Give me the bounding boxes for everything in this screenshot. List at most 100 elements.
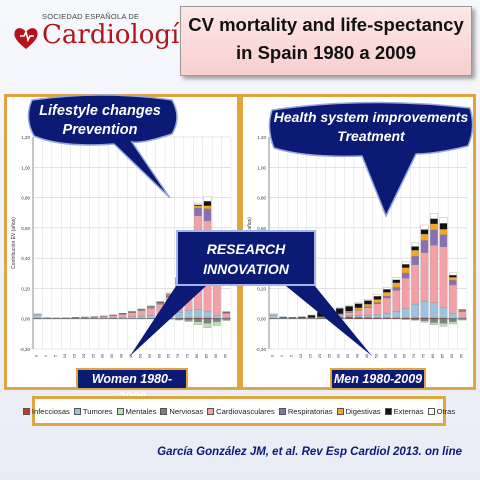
men-negbar-nerviosas: [439, 318, 448, 324]
legend-label: Tumores: [82, 406, 113, 416]
legend-swatch: [278, 407, 286, 415]
legend-label: Digestivas: [345, 406, 381, 416]
women-xtick-label: 55: [147, 353, 152, 358]
men-xtick-label: 60: [392, 353, 397, 358]
women-xtick-label: 35: [109, 353, 114, 358]
women-ytick-label: 0,00: [21, 317, 30, 322]
men-bar-respiratorias: [420, 240, 429, 253]
legend-item-otras: Otras: [427, 407, 455, 416]
men-bar-digestivas: [449, 277, 457, 281]
women-xtick-label: 30: [100, 353, 105, 358]
women-bar-cardiovasculares: [99, 316, 108, 318]
men-bar-cardiovasculares: [420, 252, 429, 302]
women-bar-otras: [147, 305, 155, 307]
women-bar-otras: [33, 313, 42, 315]
men-bar-externas: [430, 218, 438, 225]
men-bar-digestivas: [420, 233, 429, 241]
men-bar-tumores: [430, 302, 438, 318]
legend-label: Infecciosas: [31, 406, 70, 416]
men-bar-otras: [383, 287, 391, 290]
men-ytick-label: 1,00: [257, 165, 266, 170]
legend-item-digestivas: Digestivas: [336, 406, 381, 416]
women-bar-otras: [203, 196, 212, 202]
legend-item-infecciosas: Infecciosas: [22, 406, 70, 416]
men-bar-digestivas: [383, 292, 391, 297]
men-xtick-label: 35: [345, 353, 350, 358]
men-bar-otras: [335, 307, 344, 309]
men-bar-digestivas: [430, 223, 438, 231]
men-bar-otras: [373, 294, 382, 297]
legend-swatch: [116, 407, 124, 415]
women-bar-cardiovasculares: [90, 316, 99, 319]
men-xtick-label: 70: [411, 353, 416, 358]
men-bar-otras: [401, 261, 410, 265]
health-bubble: Health system improvements Treatment: [268, 108, 474, 146]
men-xtick-label: 0: [270, 354, 275, 357]
men-bar-otras: [364, 299, 372, 301]
citation: García González JM, et al. Rev Esp Cardi…: [157, 446, 462, 458]
men-xtick-label: 1: [279, 354, 284, 357]
men-bar-externas: [401, 264, 410, 268]
women-xtick-label: 60: [156, 353, 161, 358]
women-bar-digestivas: [203, 205, 212, 209]
men-label: Men 1980-2009: [330, 368, 426, 390]
men-bar-otras: [345, 305, 353, 307]
legend-label: Cardiovasculares: [216, 406, 275, 416]
men-xtick-label: 95: [458, 353, 463, 358]
men-bar-respiratorias: [383, 296, 391, 299]
men-xtick-label: 80: [430, 353, 435, 358]
women-xtick-label: 50: [137, 353, 142, 358]
men-bar-respiratorias: [449, 280, 457, 286]
men-xtick-label: 45: [364, 353, 369, 358]
logo: SOCIEDAD ESPAÑOLA DE Cardiología: [8, 10, 195, 60]
women-xtick-label: 65: [166, 353, 171, 358]
logo-main-text: Cardiología: [42, 20, 195, 50]
women-ytick-label: 1,00: [21, 165, 30, 170]
men-bar-externas: [383, 289, 391, 293]
legend-swatch: [22, 407, 30, 415]
men-bar-tumores: [439, 307, 448, 319]
men-bar-externas: [392, 279, 401, 283]
men-bar-respiratorias: [439, 234, 448, 247]
women-ytick-label: -0,20: [20, 347, 31, 352]
men-bar-respiratorias: [458, 310, 467, 312]
men-bar-respiratorias: [430, 229, 438, 246]
men-negbar-mentales: [439, 323, 448, 327]
legend-item-externas: Externas: [384, 407, 424, 416]
men-bar-externas: [439, 223, 448, 230]
men-bar-cardiovasculares: [458, 311, 467, 318]
men-bar-otras: [411, 242, 419, 247]
men-bar-digestivas: [411, 250, 419, 257]
legend-swatch: [336, 407, 344, 415]
men-negbar-nerviosas: [430, 318, 438, 323]
research-innovation-box: RESEARCH INNOVATION: [176, 230, 316, 286]
men-xtick-label: 90: [449, 353, 454, 358]
legend-swatch: [207, 407, 215, 415]
men-ytick-label: 0,00: [257, 317, 266, 322]
legend-label: Respiratorias: [287, 406, 333, 416]
lifestyle-bubble: Lifestyle changes Prevention: [28, 102, 172, 140]
women-xtick-label: 45: [128, 353, 133, 358]
men-bar-otras: [439, 217, 448, 224]
men-xtick-label: 25: [326, 353, 331, 358]
men-xtick-label: 20: [317, 353, 322, 358]
men-negbar-mentales: [449, 321, 457, 325]
legend-item-nerviosas: Nerviosas: [160, 407, 203, 416]
women-xtick-label: 40: [119, 353, 124, 358]
health-bubble-line-2: Treatment: [337, 128, 405, 144]
women-negbar-mentales: [222, 319, 231, 321]
women-bar-tumores: [33, 314, 42, 319]
men-bar-tumores: [449, 313, 457, 319]
men-bar-cardiovasculares: [430, 244, 438, 303]
men-bar-digestivas: [439, 229, 448, 235]
men-bar-cardiovasculares: [392, 290, 401, 312]
legend-item-cardiovasculares: Cardiovasculares: [207, 407, 275, 416]
men-bar-respiratorias: [411, 256, 419, 265]
men-bar-cardiovasculares: [449, 284, 457, 314]
women-negbar-mentales: [184, 320, 193, 322]
women-xtick-label: 70: [175, 353, 180, 358]
legend-label: Nerviosas: [169, 406, 204, 416]
heart-logo-icon: [14, 28, 38, 49]
women-label: Women 1980-2009: [76, 368, 188, 404]
men-bar-cardiovasculares: [383, 297, 391, 314]
